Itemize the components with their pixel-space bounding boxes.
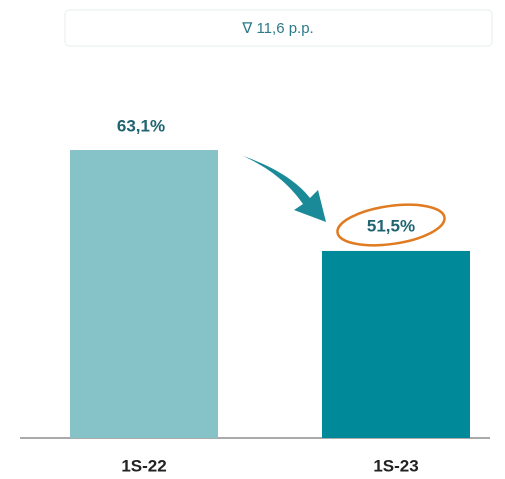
x-tick-label: 1S-23 bbox=[373, 456, 418, 475]
annotation-box bbox=[64, 9, 493, 47]
annotation: ∇ 11,6 p.p. bbox=[241, 20, 313, 37]
trend-arrow bbox=[243, 156, 326, 222]
bar bbox=[70, 150, 218, 438]
highlight-ellipse bbox=[336, 203, 446, 247]
x-tick-label: 1S-22 bbox=[121, 456, 166, 475]
value-label: 51,5% bbox=[367, 216, 415, 235]
bar bbox=[322, 250, 470, 438]
value-label: 63,1% bbox=[117, 117, 165, 136]
